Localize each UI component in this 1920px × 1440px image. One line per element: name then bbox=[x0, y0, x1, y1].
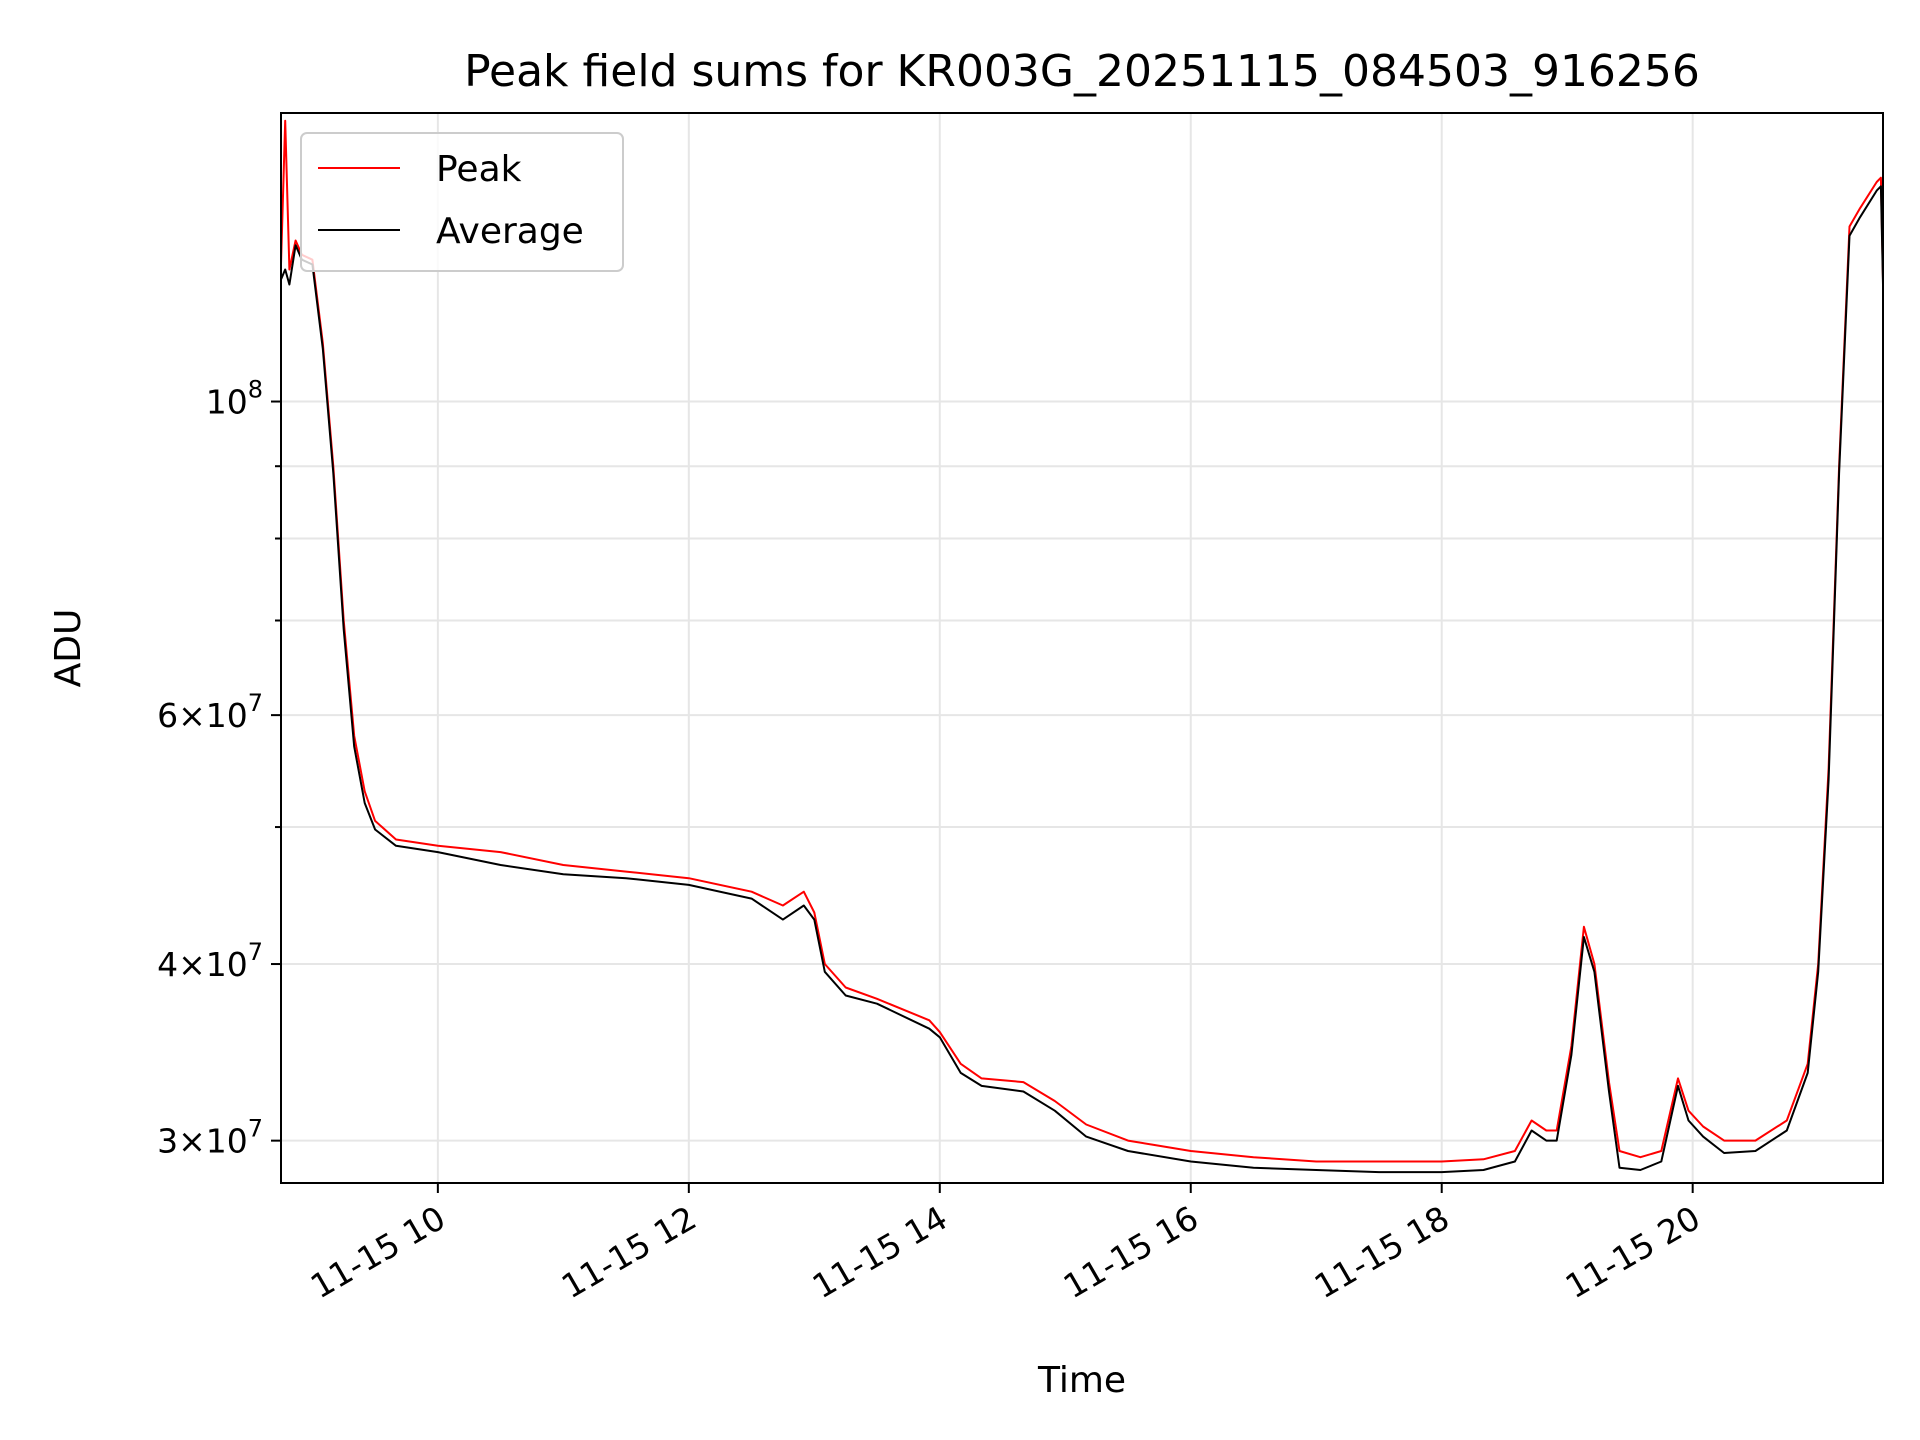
y-tick-label: 3×107 bbox=[157, 1115, 263, 1161]
y-tick-exponent: 7 bbox=[248, 938, 263, 966]
y-tick-base: 10 bbox=[206, 383, 248, 422]
plot-area bbox=[280, 119, 1884, 1174]
y-tick-mantissa: 4 bbox=[157, 945, 178, 984]
y-tick-label: 6×107 bbox=[157, 689, 263, 735]
y-tick-mantissa: 3 bbox=[157, 1122, 178, 1161]
plot-frame bbox=[280, 112, 1884, 1184]
series-line-peak bbox=[280, 119, 1884, 1163]
y-tick-exponent: 8 bbox=[248, 376, 263, 404]
y-tick-label: 4×107 bbox=[157, 938, 263, 984]
series-line-average bbox=[280, 185, 1884, 1174]
y-tick-times-sign: × bbox=[178, 945, 206, 984]
y-tick-base: 10 bbox=[206, 1122, 248, 1161]
y-tick-label: 108 bbox=[206, 376, 263, 422]
y-tick-exponent: 7 bbox=[248, 689, 263, 717]
chart-title: Peak field sums for KR003G_20251115_0845… bbox=[464, 46, 1700, 97]
legend-label-peak: Peak bbox=[436, 149, 522, 190]
legend-label-average: Average bbox=[436, 211, 584, 252]
y-tick-exponent: 7 bbox=[248, 1115, 263, 1143]
y-tick-base: 10 bbox=[206, 945, 248, 984]
y-tick-mantissa: 6 bbox=[157, 696, 178, 735]
y-tick-times-sign: × bbox=[178, 696, 206, 735]
x-axis-label: Time bbox=[1037, 1360, 1126, 1401]
y-axis-label: ADU bbox=[48, 609, 89, 688]
y-tick-base: 10 bbox=[206, 696, 248, 735]
legend: Peak Average bbox=[300, 132, 624, 272]
y-tick-times-sign: × bbox=[178, 1122, 206, 1161]
